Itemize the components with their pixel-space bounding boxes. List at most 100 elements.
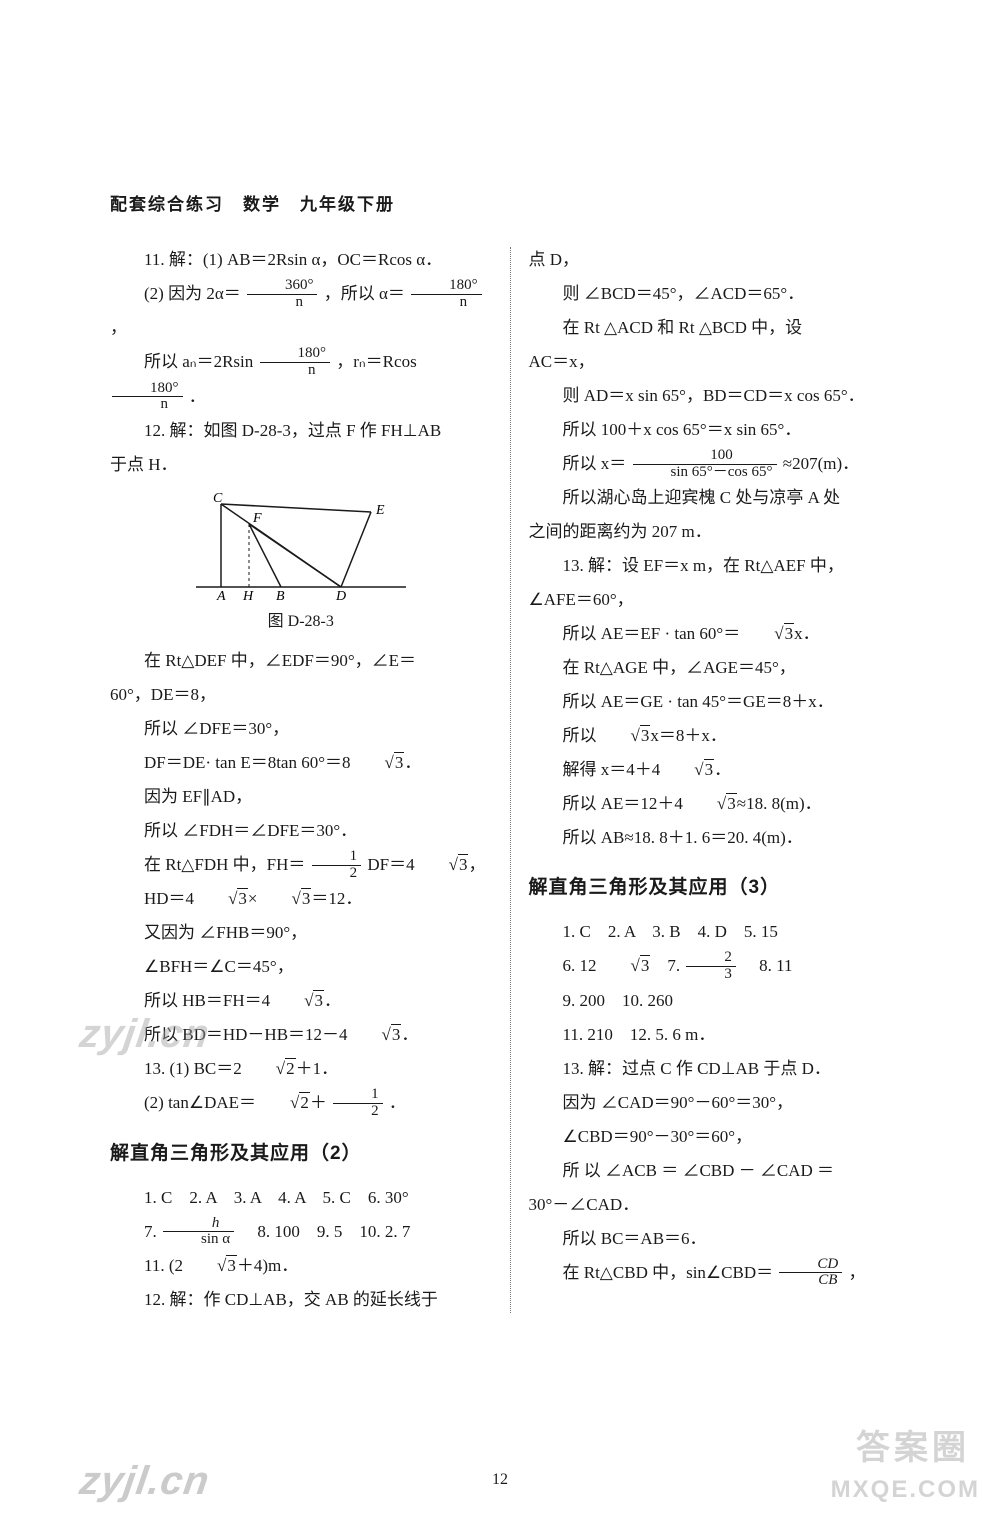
- text: ，: [468, 855, 485, 874]
- column-right: 点 D， 则 ∠BCD＝45°，∠ACD＝65°． 在 Rt △ACD 和 Rt…: [511, 243, 911, 1317]
- text: ＋: [310, 1093, 327, 1112]
- text: x＝8＋x．: [650, 726, 727, 745]
- svg-text:E: E: [375, 503, 385, 518]
- text-line: 13. 解：过点 C 作 CD⊥AB 于点 D．: [529, 1052, 911, 1086]
- text: 11. (2: [144, 1256, 183, 1275]
- figure-caption: 图 D-28-3: [110, 606, 492, 638]
- text-line: 所以 AE＝12＋43≈18. 8(m)．: [529, 787, 911, 821]
- text: 8. 11: [742, 956, 792, 975]
- text-line: (2) 因为 2α＝ 360°n ，所以 α＝ 180°n ，: [110, 277, 492, 345]
- sqrt: 3: [597, 949, 651, 983]
- column-left: 11. 解：(1) AB＝2Rsin α，OC＝Rcos α． (2) 因为 2…: [110, 243, 510, 1317]
- text-line: 所以 ∠FDH＝∠DFE＝30°．: [110, 814, 492, 848]
- text: ．: [389, 1093, 406, 1112]
- text: ．: [714, 760, 731, 779]
- text: 解得 x＝4＋4: [563, 760, 661, 779]
- text: 13. (1) BC＝2: [144, 1059, 242, 1078]
- watermark-right-b: MXQE.COM: [831, 1476, 980, 1504]
- text: ≈207(m)．: [783, 454, 859, 473]
- figure: A H B D C F E: [110, 492, 492, 602]
- text-line: (2) tan∠DAE＝2＋ 12 ．: [110, 1086, 492, 1120]
- text-line: 1. C 2. A 3. A 4. A 5. C 6. 30°: [110, 1181, 492, 1215]
- text-line: 11. (23＋4)m．: [110, 1249, 492, 1283]
- text: ≈18. 8(m)．: [737, 794, 822, 813]
- text-line: 则 AD＝x sin 65°，BD＝CD＝x cos 65°．: [529, 379, 911, 413]
- svg-text:A: A: [216, 589, 226, 602]
- text: ．: [404, 753, 421, 772]
- sqrt: 3: [660, 753, 714, 787]
- fraction: 180°n: [260, 346, 331, 379]
- text: ，: [848, 1263, 865, 1282]
- fraction: 100sin 65°－cos 65°: [633, 448, 777, 481]
- text: ，: [110, 318, 127, 337]
- text-line: 所以 x＝ 100sin 65°－cos 65° ≈207(m)．: [529, 447, 911, 481]
- text: 7.: [650, 956, 684, 975]
- text-line: 因为 EF∥AD，: [110, 780, 492, 814]
- text: 7.: [144, 1222, 161, 1241]
- fraction: hsin α: [163, 1216, 234, 1249]
- text-line: 点 D，: [529, 243, 911, 277]
- sqrt: 3: [683, 787, 737, 821]
- text: 所以 HB＝FH＝4: [144, 991, 270, 1010]
- sqrt: 3: [183, 1249, 237, 1283]
- text: 8. 100 9. 5 10. 2. 7: [240, 1222, 410, 1241]
- svg-text:H: H: [242, 589, 254, 602]
- text-line: 所 以 ∠ACB ＝ ∠CBD － ∠CAD ＝: [529, 1154, 911, 1188]
- text: ．: [401, 1025, 418, 1044]
- text-line: 13. 解：设 EF＝x m，在 Rt△AEF 中，: [529, 549, 911, 583]
- text: 所以 AE＝EF · tan 60°＝: [563, 624, 741, 643]
- text-line: 因为 ∠CAD＝90°－60°＝30°，: [529, 1086, 911, 1120]
- text: ＋1．: [296, 1059, 339, 1078]
- text-line: 在 Rt △ACD 和 Rt △BCD 中，设: [529, 311, 911, 345]
- watermark-left: zyjl.cn: [77, 1459, 213, 1504]
- text: 6. 12: [563, 956, 597, 975]
- text: ．: [324, 991, 341, 1010]
- section-title: 解直角三角形及其应用（3）: [529, 869, 911, 907]
- text: (2) 因为 2α＝: [144, 284, 241, 303]
- text-line: AC＝x，: [529, 345, 911, 379]
- page-header: 配套综合练习 数学 九年级下册: [110, 190, 910, 215]
- text: HD＝4: [144, 889, 194, 908]
- fraction: 12: [312, 849, 362, 882]
- sqrt: 3: [194, 882, 248, 916]
- text-line: 在 Rt△AGE 中，∠AGE＝45°，: [529, 651, 911, 685]
- text: ＝12．: [311, 889, 362, 908]
- text: ＋4)m．: [237, 1256, 298, 1275]
- svg-text:B: B: [276, 589, 285, 602]
- page: 配套综合练习 数学 九年级下册 11. 解：(1) AB＝2Rsin α，OC＝…: [0, 0, 1000, 1529]
- text: x．: [794, 624, 820, 643]
- text-line: 在 Rt△CBD 中，sin∠CBD＝ CDCB ，: [529, 1256, 911, 1290]
- column-container: 11. 解：(1) AB＝2Rsin α，OC＝Rcos α． (2) 因为 2…: [110, 243, 910, 1317]
- text-line: 60°，DE＝8，: [110, 678, 492, 712]
- text-line: 所以 ∠DFE＝30°，: [110, 712, 492, 746]
- watermark-left-mid: zyjl.cn: [77, 1012, 213, 1057]
- text-line: 12. 解：作 CD⊥AB，交 AB 的延长线于: [110, 1283, 492, 1317]
- sqrt: 2: [242, 1052, 296, 1086]
- text-line: 于点 H．: [110, 448, 492, 482]
- fraction: 180°n: [112, 381, 183, 414]
- text-line: 1. C 2. A 3. B 4. D 5. 15: [529, 915, 911, 949]
- sqrt: 3: [348, 1018, 402, 1052]
- text-line: 6. 123 7. 23 8. 11: [529, 949, 911, 983]
- svg-text:F: F: [252, 511, 262, 526]
- text-line: HD＝43×3＝12．: [110, 882, 492, 916]
- text-line: 所以3x＝8＋x．: [529, 719, 911, 753]
- text: ，rₙ＝Rcos: [336, 352, 416, 371]
- text-line: 所以 AE＝GE · tan 45°＝GE＝8＋x．: [529, 685, 911, 719]
- sqrt: 3: [740, 617, 794, 651]
- sqrt: 3: [415, 848, 469, 882]
- section-title: 解直角三角形及其应用（2）: [110, 1135, 492, 1173]
- text-line: 11. 210 12. 5. 6 m．: [529, 1018, 911, 1052]
- fraction: 360°n: [247, 278, 318, 311]
- text-line: 12. 解：如图 D-28-3，过点 F 作 FH⊥AB: [110, 414, 492, 448]
- svg-text:C: C: [213, 492, 223, 506]
- text-line: 所以湖心岛上迎宾槐 C 处与凉亭 A 处: [529, 481, 911, 515]
- text-line: 所以 100＋x cos 65°＝x sin 65°．: [529, 413, 911, 447]
- text: (2) tan∠DAE＝: [144, 1093, 256, 1112]
- text-line: 在 Rt△FDH 中，FH＝ 12 DF＝43，: [110, 848, 492, 882]
- fraction: CDCB: [779, 1257, 842, 1290]
- text: ，所以 α＝: [324, 284, 405, 303]
- sqrt: 3: [270, 984, 324, 1018]
- text-line: 解得 x＝4＋43．: [529, 753, 911, 787]
- text: 所以 x＝: [563, 454, 627, 473]
